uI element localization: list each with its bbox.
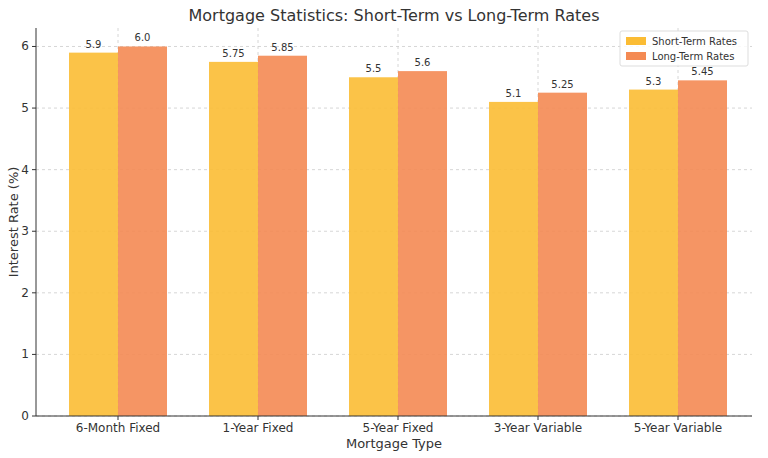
data-label: 5.85 bbox=[271, 42, 293, 53]
data-label: 5.5 bbox=[366, 63, 382, 74]
x-tick-label: 6-Month Fixed bbox=[76, 421, 161, 435]
chart: 5.9 5.75 5.5 5.1 5.3 6.0 5.85 5.6 5.25 5.45 0 1 2 3 4 5… bbox=[0, 0, 768, 458]
grid-line bbox=[36, 416, 752, 417]
y-tick-label: 0 bbox=[21, 409, 29, 423]
bar bbox=[258, 56, 307, 416]
x-tick bbox=[398, 416, 399, 420]
bar bbox=[398, 71, 447, 416]
bar bbox=[538, 93, 587, 416]
y-tick bbox=[32, 46, 36, 47]
bar bbox=[209, 62, 258, 416]
y-axis-line bbox=[36, 28, 37, 416]
x-tick-label: 3-Year Variable bbox=[494, 421, 582, 435]
legend: Short-Term Rates Long-Term Rates bbox=[620, 31, 748, 66]
x-ticks: 6-Month Fixed 1-Year Fixed 5-Year Fixed 3-Y… bbox=[76, 416, 722, 435]
x-axis-line bbox=[36, 416, 752, 417]
data-label: 5.75 bbox=[222, 48, 244, 59]
data-label: 5.1 bbox=[506, 88, 522, 99]
y-tick bbox=[32, 169, 36, 170]
y-axis-label: Interest Rate (%) bbox=[6, 167, 21, 278]
y-tick bbox=[32, 231, 36, 232]
x-tick bbox=[118, 416, 119, 420]
y-tick-label: 5 bbox=[21, 101, 29, 115]
bar bbox=[69, 53, 118, 416]
data-labels: 5.9 5.75 5.5 5.1 5.3 6.0 5.85 5.6 5.25 5.45 bbox=[86, 32, 714, 98]
title: Mortgage Statistics: Short-Term vs Long-… bbox=[188, 6, 599, 25]
x-tick-label: 1-Year Fixed bbox=[223, 421, 294, 435]
data-label: 5.3 bbox=[646, 76, 662, 87]
data-label: 5.45 bbox=[691, 66, 713, 77]
y-tick bbox=[32, 354, 36, 355]
bar bbox=[629, 90, 678, 416]
bar bbox=[118, 46, 167, 416]
y-tick-label: 4 bbox=[21, 163, 29, 177]
y-tick-label: 6 bbox=[21, 39, 29, 53]
legend-label: Long-Term Rates bbox=[652, 51, 734, 62]
y-tick-label: 3 bbox=[21, 224, 29, 238]
y-tick bbox=[32, 108, 36, 109]
data-label: 6.0 bbox=[135, 32, 151, 43]
x-tick-label: 5-Year Fixed bbox=[363, 421, 434, 435]
data-label: 5.25 bbox=[551, 79, 573, 90]
legend-label: Short-Term Rates bbox=[652, 36, 737, 47]
y-tick-label: 2 bbox=[21, 286, 29, 300]
legend-swatch bbox=[626, 52, 646, 60]
x-tick-label: 5-Year Variable bbox=[634, 421, 722, 435]
legend-swatch bbox=[626, 37, 646, 45]
x-axis-label: Mortgage Type bbox=[346, 436, 442, 451]
y-ticks: 0 1 2 3 4 5 6 bbox=[21, 39, 36, 423]
legend-box bbox=[620, 31, 748, 66]
data-label: 5.9 bbox=[86, 39, 102, 50]
x-tick bbox=[258, 416, 259, 420]
bar bbox=[489, 102, 538, 416]
x-tick bbox=[678, 416, 679, 420]
y-tick bbox=[32, 416, 36, 417]
bars bbox=[69, 46, 727, 416]
grid bbox=[36, 28, 752, 416]
data-label: 5.6 bbox=[415, 57, 431, 68]
bar bbox=[349, 77, 398, 416]
x-tick bbox=[538, 416, 539, 420]
y-tick bbox=[32, 292, 36, 293]
y-tick-label: 1 bbox=[21, 347, 29, 361]
bar bbox=[678, 80, 727, 416]
